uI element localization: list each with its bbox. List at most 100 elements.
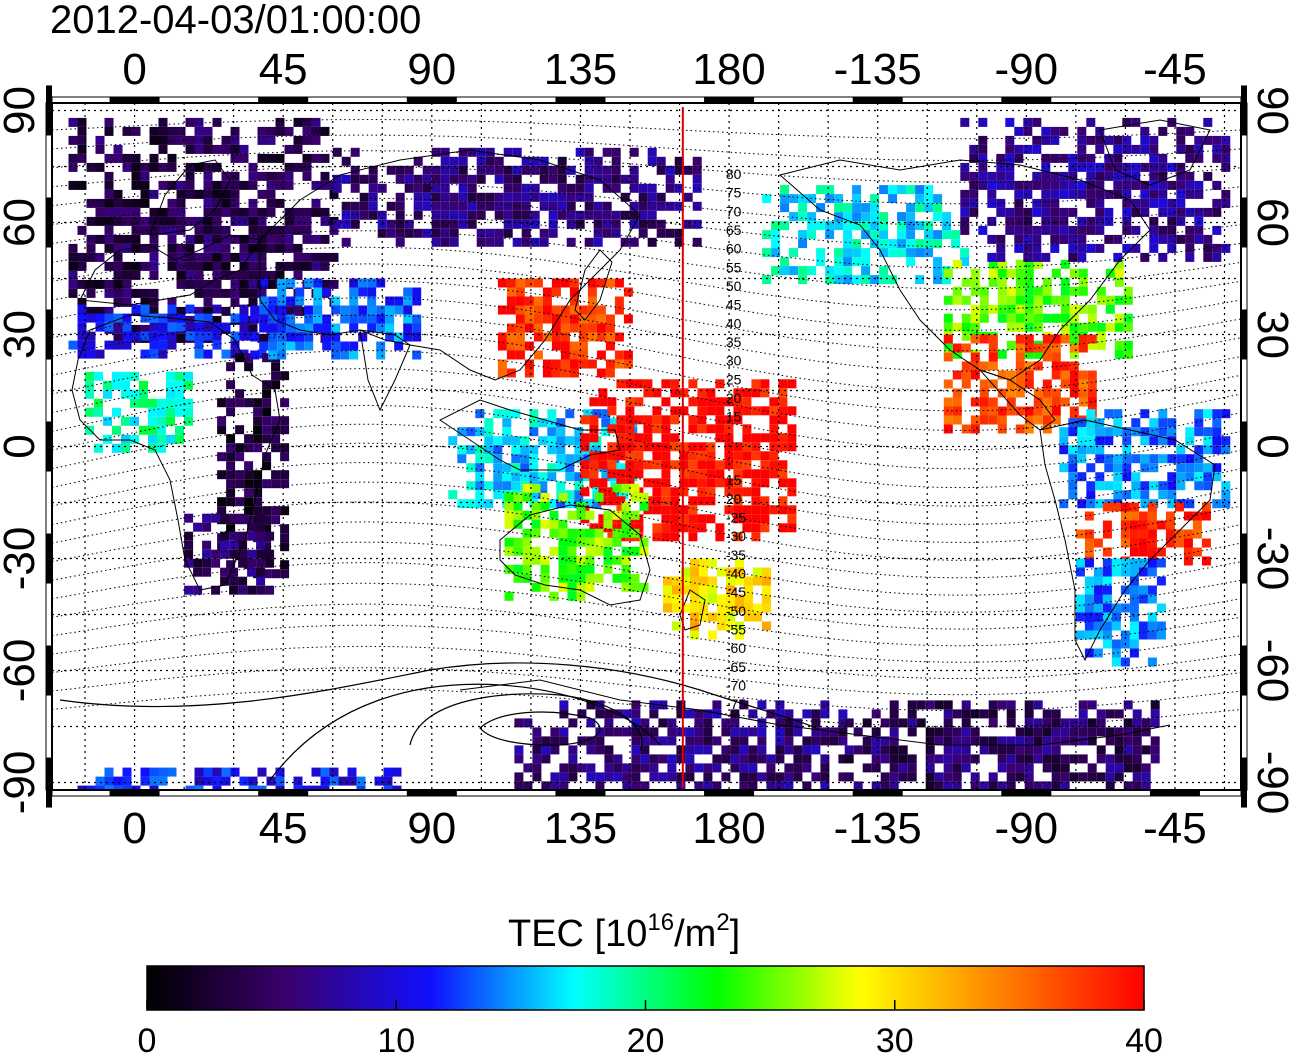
tec-cell bbox=[870, 221, 880, 231]
tec-cell bbox=[221, 189, 231, 199]
tec-cell bbox=[601, 418, 611, 428]
tec-cell bbox=[789, 194, 799, 204]
tec-cell bbox=[889, 745, 899, 755]
tec-cell bbox=[1087, 334, 1097, 344]
magnetic-contours-solid bbox=[59, 662, 821, 781]
tec-cell bbox=[1102, 585, 1112, 595]
tec-cell bbox=[259, 314, 269, 324]
tec-cell bbox=[244, 497, 254, 507]
tec-cell bbox=[493, 481, 503, 491]
tec-cell bbox=[284, 180, 294, 190]
tec-cell bbox=[647, 210, 657, 220]
tec-cell bbox=[1086, 463, 1096, 473]
tec-cell bbox=[68, 270, 78, 280]
tec-cell bbox=[449, 219, 459, 229]
tec-cell bbox=[503, 210, 513, 220]
tec-cell bbox=[1068, 454, 1078, 464]
tec-cell bbox=[377, 228, 387, 238]
tec-cell bbox=[1086, 243, 1096, 253]
tec-cell bbox=[540, 555, 550, 565]
tec-cell bbox=[663, 576, 672, 586]
tec-cell bbox=[1051, 352, 1061, 362]
tec-cell bbox=[733, 469, 743, 479]
tec-cell bbox=[266, 153, 276, 163]
tec-cell bbox=[1113, 252, 1123, 262]
top-lon-label: 0 bbox=[122, 45, 146, 94]
tec-cell bbox=[742, 388, 752, 398]
tec-cell bbox=[253, 470, 263, 480]
tec-cell bbox=[820, 763, 830, 773]
tec-cell bbox=[676, 727, 686, 737]
tec-cell bbox=[1050, 234, 1060, 244]
tec-cell bbox=[395, 228, 405, 238]
tec-cell bbox=[643, 478, 653, 488]
tec-cell bbox=[349, 278, 359, 288]
tec-cell bbox=[522, 483, 532, 493]
tec-cell bbox=[547, 427, 557, 437]
tec-cell bbox=[341, 219, 351, 229]
tec-cell bbox=[726, 594, 735, 604]
tec-cell bbox=[521, 219, 531, 229]
tec-cell bbox=[497, 341, 507, 351]
tec-cell bbox=[221, 767, 231, 777]
tec-cell bbox=[952, 709, 962, 719]
tec-cell bbox=[322, 314, 332, 324]
tec-cell bbox=[203, 198, 213, 208]
tec-cell bbox=[230, 216, 240, 226]
tec-cell bbox=[542, 359, 552, 369]
tec-cell bbox=[1147, 558, 1157, 568]
tec-cell bbox=[766, 754, 776, 764]
tec-cell bbox=[1006, 397, 1016, 407]
tec-cell bbox=[217, 497, 227, 507]
tec-cell bbox=[395, 219, 405, 229]
tec-cell bbox=[104, 340, 114, 350]
tec-cell bbox=[1068, 472, 1078, 482]
tec-cell bbox=[1194, 463, 1204, 473]
tec-cell bbox=[760, 379, 770, 389]
tec-cell bbox=[1138, 567, 1148, 577]
tec-cell bbox=[820, 700, 830, 710]
tec-cell bbox=[988, 259, 998, 269]
tec-cell bbox=[1005, 162, 1015, 172]
tec-cell bbox=[239, 234, 249, 244]
tec-cell bbox=[652, 532, 662, 542]
tec-cell bbox=[643, 433, 653, 443]
tec-cell bbox=[166, 416, 175, 426]
tec-cell bbox=[167, 180, 177, 190]
colorbar-title-sup1: 16 bbox=[647, 909, 674, 936]
tec-cell bbox=[248, 270, 258, 280]
tec-cell bbox=[538, 472, 548, 482]
tec-cell bbox=[775, 736, 785, 746]
tec-cell bbox=[1095, 481, 1105, 491]
tec-cell bbox=[329, 189, 339, 199]
tec-cell bbox=[266, 198, 276, 208]
tec-cell bbox=[1041, 198, 1051, 208]
tec-cell bbox=[775, 772, 785, 782]
tec-cell bbox=[670, 505, 680, 515]
tec-cell bbox=[431, 201, 441, 211]
tec-cell bbox=[697, 496, 707, 506]
tec-cell bbox=[1060, 772, 1070, 782]
colorbar-title-mid: /m bbox=[674, 913, 716, 955]
tec-cell bbox=[661, 415, 671, 425]
tec-region-new-zealand bbox=[663, 558, 771, 640]
tec-cell bbox=[961, 700, 971, 710]
tec-cell bbox=[1078, 772, 1088, 782]
tec-cell bbox=[1069, 331, 1079, 341]
tec-cell bbox=[1060, 313, 1070, 323]
tec-cell bbox=[769, 397, 779, 407]
tec-cell bbox=[203, 306, 213, 316]
tec-cell bbox=[295, 341, 305, 351]
tec-cell bbox=[1212, 418, 1222, 428]
tec-cell bbox=[1102, 547, 1112, 557]
tec-cell bbox=[1131, 117, 1141, 127]
tec-cell bbox=[906, 212, 916, 222]
tec-cell bbox=[504, 492, 514, 502]
magnetic-contour bbox=[52, 624, 1241, 679]
tec-cell bbox=[1068, 252, 1078, 262]
tec-cell bbox=[578, 305, 588, 315]
tec-cell bbox=[203, 207, 213, 217]
tec-cell bbox=[661, 532, 671, 542]
tec-cell bbox=[567, 564, 577, 574]
tec-cell bbox=[661, 478, 671, 488]
